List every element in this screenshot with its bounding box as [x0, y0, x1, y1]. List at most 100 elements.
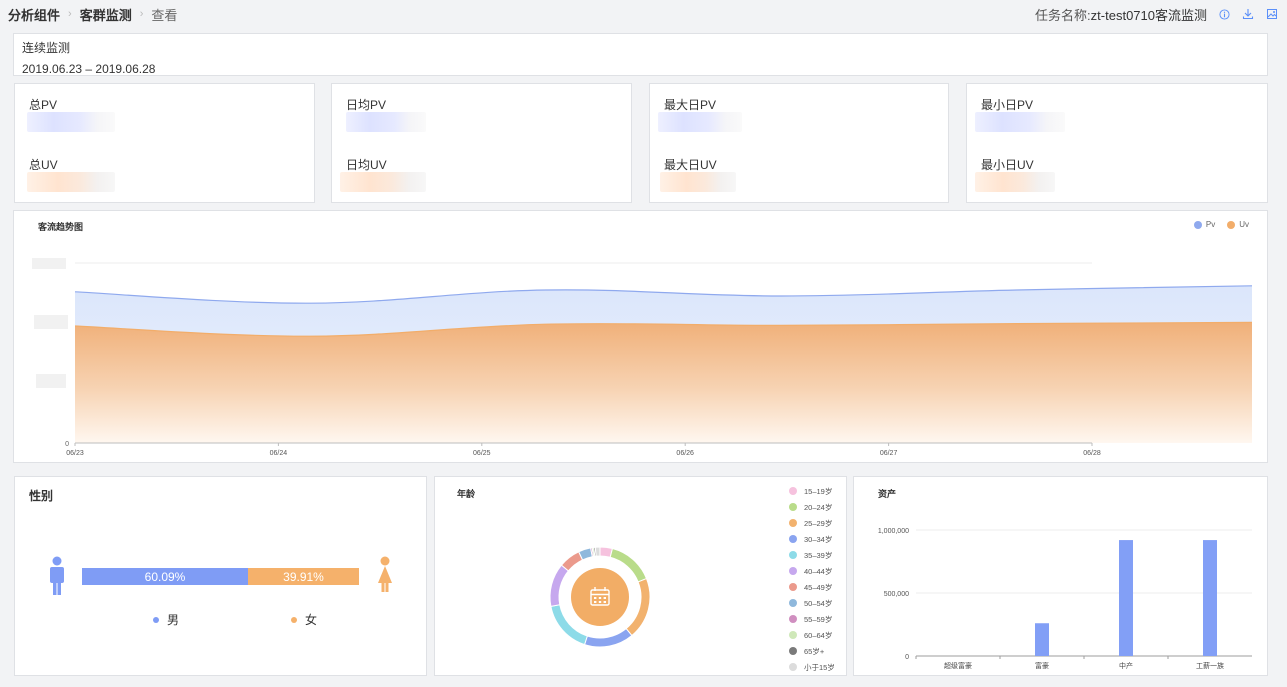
legend-item-male[interactable]: 男 [153, 611, 179, 628]
trend-chart: 0 06/23 06/24 06/25 06/26 06/27 06/28 [32, 258, 1253, 457]
redacted-pv-value [27, 112, 115, 132]
top-bar: 分析组件 › 客群监测 › 查看 任务名称: zt-test0710客流监测 [0, 0, 1287, 28]
donut-slice[interactable] [625, 577, 651, 637]
age-legend-item[interactable]: 60–64岁 [789, 627, 835, 643]
stat-card-daily-average: 日均PV 日均UV [331, 83, 632, 203]
info-icon[interactable] [1217, 7, 1231, 21]
age-legend-item[interactable]: 55–59岁 [789, 611, 835, 627]
legend-dot [789, 599, 797, 607]
series-line-pv[interactable] [74, 285, 1253, 304]
age-title: 年龄 [457, 489, 476, 499]
donut-slice[interactable] [549, 564, 570, 607]
legend-dot [789, 663, 797, 671]
breadcrumb-analysis-components[interactable]: 分析组件 [8, 7, 61, 23]
age-legend: 15–19岁 20–24岁 25–29岁 30–34岁 35–39岁 40–44岁 45–4… [789, 483, 835, 675]
legend-label: 25–29岁 [804, 518, 833, 528]
stat-uv-label: 总UV [29, 158, 58, 172]
legend-dot [789, 631, 797, 639]
redacted-uv-value [27, 172, 115, 192]
age-panel: 年龄 15–19岁 20–24岁 25–29岁 30–34岁 35–39岁 40–44岁 4… [434, 476, 847, 676]
breadcrumb-separator-icon: › [139, 8, 144, 20]
task-label: 任务名称: [1035, 7, 1091, 23]
breadcrumb-separator-icon: › [68, 8, 72, 20]
gender-panel: 性别 60.09% 39.91% 男 女 [14, 476, 427, 676]
legend-dot [789, 503, 797, 511]
redacted-pv-value [658, 112, 742, 132]
legend-dot [789, 519, 797, 527]
period-range: 2019.06.23 – 2019.06.28 [22, 62, 156, 76]
x-tick-label: 超级富豪 [944, 661, 972, 670]
redacted-axis-value [36, 374, 66, 388]
age-legend-item[interactable]: 15–19岁 [789, 483, 835, 499]
x-tick-label: 工薪一族 [1196, 661, 1224, 670]
breadcrumb: 分析组件 › 客群监测 › 查看 [8, 5, 177, 24]
legend-label: 50–54岁 [804, 598, 833, 608]
stat-pv-label: 日均PV [346, 98, 387, 112]
bar[interactable] [1035, 623, 1049, 656]
age-legend-item[interactable]: 65岁+ [789, 643, 835, 659]
redacted-uv-value [975, 172, 1055, 192]
legend-dot [789, 583, 797, 591]
task-name: zt-test0710客流监测 [1090, 7, 1207, 23]
legend-dot [789, 567, 797, 575]
y-tick-label: 1,000,000 [878, 528, 909, 535]
male-percentage-bar: 60.09% [82, 568, 248, 585]
legend-label-uv: Uv [1239, 220, 1249, 229]
stat-uv-label: 最小日UV [981, 158, 1034, 172]
age-legend-item[interactable]: 45–49岁 [789, 579, 835, 595]
donut-slice[interactable] [583, 627, 633, 648]
age-legend-item[interactable]: 小于15岁 [789, 659, 835, 675]
legend-label-male: 男 [167, 613, 180, 627]
legend-label: 20–24岁 [804, 502, 833, 512]
breadcrumb-customer-monitor[interactable]: 客群监测 [79, 7, 132, 23]
stat-card-total: 总PV 总UV [14, 83, 315, 203]
stat-pv-label: 最小日PV [981, 98, 1034, 112]
legend-label: 55–59岁 [804, 614, 833, 624]
redacted-pv-value [346, 112, 426, 132]
age-legend-item[interactable]: 30–34岁 [789, 531, 835, 547]
age-legend-item[interactable]: 20–24岁 [789, 499, 835, 515]
legend-label: 40–44岁 [804, 566, 833, 576]
bar[interactable] [1119, 540, 1133, 656]
x-tick-label: 富豪 [1035, 661, 1049, 670]
download-icon[interactable] [1241, 7, 1255, 21]
redacted-axis-value [32, 258, 66, 269]
assets-title: 资产 [878, 489, 897, 499]
male-percentage-text: 60.09% [144, 569, 186, 584]
legend-label: 35–39岁 [804, 550, 833, 560]
x-tick-label: 06/28 [1083, 450, 1101, 457]
monitoring-period-panel: 连续监测 2019.06.23 – 2019.06.28 [13, 33, 1268, 76]
legend-label: 60–64岁 [804, 630, 833, 640]
breadcrumb-view: 查看 [151, 7, 178, 23]
legend-dot-male [153, 616, 159, 623]
legend-dot [789, 615, 797, 623]
x-tick-label: 06/26 [676, 450, 694, 457]
stat-pv-label: 最大日PV [664, 98, 717, 112]
legend-item-pv[interactable]: Pv [1193, 220, 1216, 229]
redacted-axis-value [34, 315, 68, 329]
legend-label: 小于15岁 [804, 662, 835, 672]
x-tick-label: 06/27 [880, 450, 898, 457]
donut-slice[interactable] [560, 551, 584, 572]
age-legend-item[interactable]: 50–54岁 [789, 595, 835, 611]
image-icon[interactable] [1265, 7, 1279, 21]
legend-item-female[interactable]: 女 [291, 611, 317, 628]
male-icon [50, 556, 64, 595]
series-line-uv[interactable] [74, 321, 1253, 337]
legend-label-pv: Pv [1205, 220, 1216, 229]
donut-slice[interactable] [594, 546, 601, 557]
bar[interactable] [1203, 540, 1217, 656]
age-legend-item[interactable]: 25–29岁 [789, 515, 835, 531]
y-tick-label: 0 [905, 654, 909, 661]
traffic-trend-panel: 客流趋势图 Pv Uv 0 06/23 06/24 06/25 06/26 06/27 06… [13, 210, 1268, 463]
stat-card-min-day: 最小日PV 最小日UV [966, 83, 1268, 203]
female-percentage-text: 39.91% [283, 569, 324, 584]
legend-item-uv[interactable]: Uv [1227, 220, 1249, 229]
y-tick-label: 500,000 [884, 591, 909, 598]
age-legend-item[interactable]: 40–44岁 [789, 563, 835, 579]
period-label: 连续监测 [22, 41, 71, 55]
legend-dot-uv [1227, 220, 1236, 229]
female-icon [378, 556, 392, 592]
age-legend-item[interactable]: 35–39岁 [789, 547, 835, 563]
assets-panel: 资产 0 500,000 1,000,000 超级富豪 富豪 中产 工薪一族 [853, 476, 1268, 676]
